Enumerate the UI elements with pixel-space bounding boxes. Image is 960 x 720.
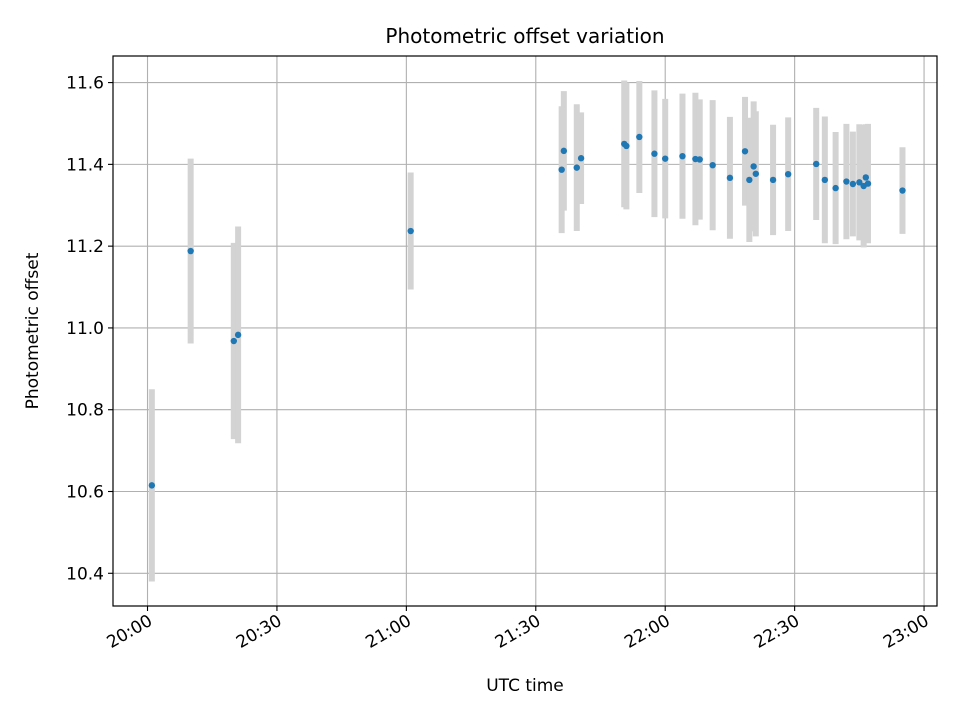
data-point	[849, 180, 857, 188]
data-point	[746, 176, 753, 184]
data-point	[573, 164, 580, 171]
data-point	[234, 331, 242, 339]
x-axis-label: UTC time	[486, 676, 564, 696]
chart-title: Photometric offset variation	[385, 24, 664, 48]
data-point	[696, 156, 703, 163]
data-point	[750, 163, 757, 170]
y-axis-ticks: 10.4 10.6 10.8 11.0 11.2 11.4 11.6	[66, 74, 113, 584]
y-tick-label: 11.6	[66, 74, 104, 94]
y-tick-label: 11.0	[66, 319, 104, 339]
data-point	[679, 152, 686, 160]
data-point	[856, 179, 863, 186]
data-point	[636, 133, 643, 141]
data-point	[813, 160, 820, 168]
data-point	[843, 178, 850, 185]
y-tick-label: 10.8	[66, 401, 104, 421]
y-axis-label: Photometric offset	[23, 252, 43, 409]
data-point	[560, 147, 568, 155]
data-point	[752, 170, 760, 177]
y-tick-label: 10.4	[66, 564, 104, 584]
data-point	[577, 155, 585, 162]
data-point	[769, 176, 777, 184]
data-point	[407, 227, 414, 235]
data-point	[662, 155, 669, 162]
data-point	[899, 187, 906, 194]
gridlines	[113, 56, 937, 606]
data-point	[741, 148, 749, 155]
y-tick-label: 11.2	[66, 237, 104, 257]
data-point	[784, 170, 792, 178]
plot-frame	[112, 55, 938, 607]
y-tick-label: 10.6	[66, 483, 104, 503]
data-point	[623, 142, 630, 150]
data-point	[821, 176, 829, 184]
y-tick-label: 11.4	[66, 155, 104, 175]
data-points	[148, 133, 906, 489]
data-point	[862, 174, 870, 181]
data-point	[187, 247, 194, 255]
data-point	[726, 174, 734, 182]
data-point	[864, 180, 872, 187]
data-point	[832, 184, 839, 192]
data-point	[651, 150, 658, 157]
data-point	[148, 482, 156, 489]
data-point	[558, 166, 565, 173]
data-point	[709, 161, 716, 169]
data-point	[230, 337, 237, 345]
